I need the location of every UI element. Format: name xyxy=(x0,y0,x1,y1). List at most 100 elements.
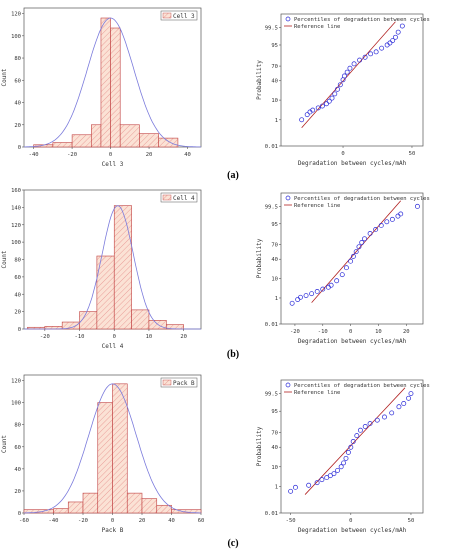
x-axis-label: Cell 3 xyxy=(102,161,124,168)
y-tick-label: 99.5 xyxy=(265,392,278,398)
y-tick-label: 10 xyxy=(271,276,278,282)
x-tick-label: 50 xyxy=(409,151,416,157)
x-tick-label: 0 xyxy=(349,518,352,524)
x-axis-label: Pack B xyxy=(102,527,124,534)
histogram-bar xyxy=(67,501,84,514)
x-tick-label: 10 xyxy=(375,329,382,335)
y-tick-label: 80 xyxy=(14,56,21,62)
x-tick-label: 0 xyxy=(113,334,116,340)
legend-swatch xyxy=(162,194,172,201)
legend-swatch xyxy=(162,12,172,19)
percentile-point xyxy=(314,480,320,486)
histogram-bar xyxy=(131,309,150,330)
x-tick-label: -60 xyxy=(19,518,29,524)
x-tick-label: -20 xyxy=(40,334,50,340)
percentile-point xyxy=(357,427,363,433)
x-tick-label: 60 xyxy=(198,518,205,524)
x-tick-label: 0 xyxy=(109,152,112,158)
percentile-point xyxy=(389,410,395,416)
percentile-point xyxy=(310,107,316,113)
percentile-point xyxy=(389,216,395,222)
y-axis-label: Probability xyxy=(256,60,263,100)
percentile-point xyxy=(292,484,298,490)
percentile-point xyxy=(334,278,340,284)
histogram-bar xyxy=(126,492,143,514)
y-tick-label: 60 xyxy=(14,275,21,281)
y-tick-label: 95 xyxy=(271,43,278,49)
percentile-point xyxy=(353,249,359,255)
percentile-point xyxy=(295,297,301,302)
percentile-point xyxy=(379,45,385,51)
y-axis-label: Count xyxy=(1,68,8,86)
percentile-point xyxy=(382,414,387,420)
legend-label: Pack B xyxy=(173,380,195,387)
percentile-point xyxy=(341,460,347,466)
histogram-bar xyxy=(97,402,113,514)
y-tick-label: 0 xyxy=(18,511,21,517)
y-tick-label: 120 xyxy=(11,379,21,385)
x-tick-label: 10 xyxy=(146,334,153,340)
percentile-point xyxy=(406,395,412,401)
histogram-bar xyxy=(119,124,140,148)
percentile-point xyxy=(373,49,379,55)
percentile-point xyxy=(329,95,335,101)
x-axis-label: Cell 4 xyxy=(102,343,124,350)
panel-label-a: (a) xyxy=(227,170,239,181)
percentile-point xyxy=(347,65,353,71)
y-tick-label: 20 xyxy=(14,310,21,316)
percentile-point xyxy=(327,473,333,479)
y-tick-label: 80 xyxy=(14,423,21,429)
y-axis-label: Probability xyxy=(256,238,263,278)
x-tick-label: -10 xyxy=(75,334,85,340)
y-tick-label: 0 xyxy=(18,327,21,333)
y-tick-label: 95 xyxy=(271,222,278,228)
percentile-point xyxy=(356,244,362,250)
percentile-point xyxy=(339,272,345,278)
y-tick-label: 10 xyxy=(271,98,278,104)
x-axis-label: Degradation between cycles/mAh xyxy=(298,338,407,345)
histogram-bar xyxy=(112,383,128,514)
legend-label: Percentiles of degradation between cycle… xyxy=(294,383,430,389)
x-axis-label: Degradation between cycles/mAh xyxy=(298,160,407,167)
percentile-point xyxy=(350,253,356,259)
x-tick-label: -10 xyxy=(318,329,328,335)
percentile-point xyxy=(395,29,401,35)
x-tick-label: 50 xyxy=(408,518,415,524)
legend-marker xyxy=(285,16,291,22)
percentile-point xyxy=(328,282,334,288)
y-tick-label: 99.5 xyxy=(265,25,278,31)
plot-frame xyxy=(280,379,424,514)
legend-label: Cell 3 xyxy=(173,13,195,20)
percentile-point xyxy=(314,289,320,294)
y-tick-label: 100 xyxy=(11,401,21,407)
histogram-bar xyxy=(156,504,172,514)
percentile-point xyxy=(348,258,354,264)
y-axis-label: Count xyxy=(1,435,8,453)
y-tick-label: 1 xyxy=(275,296,278,302)
percentile-point xyxy=(332,91,338,97)
percentile-point xyxy=(367,421,373,427)
percentile-point xyxy=(304,112,310,118)
x-tick-label: 0 xyxy=(341,151,344,157)
y-tick-label: 0.01 xyxy=(265,144,278,150)
percentile-point xyxy=(398,211,404,217)
x-tick-label: 20 xyxy=(146,152,153,158)
percentile-point xyxy=(373,226,379,232)
y-tick-label: 160 xyxy=(11,188,21,194)
percentile-point xyxy=(395,213,401,219)
percentile-point xyxy=(306,482,312,488)
histogram-bar xyxy=(113,205,132,330)
legend-marker xyxy=(285,195,291,201)
percentile-point xyxy=(348,444,354,450)
y-tick-label: 20 xyxy=(14,123,21,129)
y-tick-label: 40 xyxy=(14,101,21,107)
y-tick-label: 60 xyxy=(14,78,21,84)
reference-line xyxy=(311,200,402,303)
percentile-point xyxy=(392,34,398,40)
percentile-point xyxy=(343,265,349,271)
x-tick-label: -20 xyxy=(290,329,300,335)
y-tick-label: 0.01 xyxy=(265,511,278,517)
y-tick-label: 40 xyxy=(271,445,278,451)
y-tick-label: 0 xyxy=(18,145,21,151)
percentile-point xyxy=(396,404,402,410)
